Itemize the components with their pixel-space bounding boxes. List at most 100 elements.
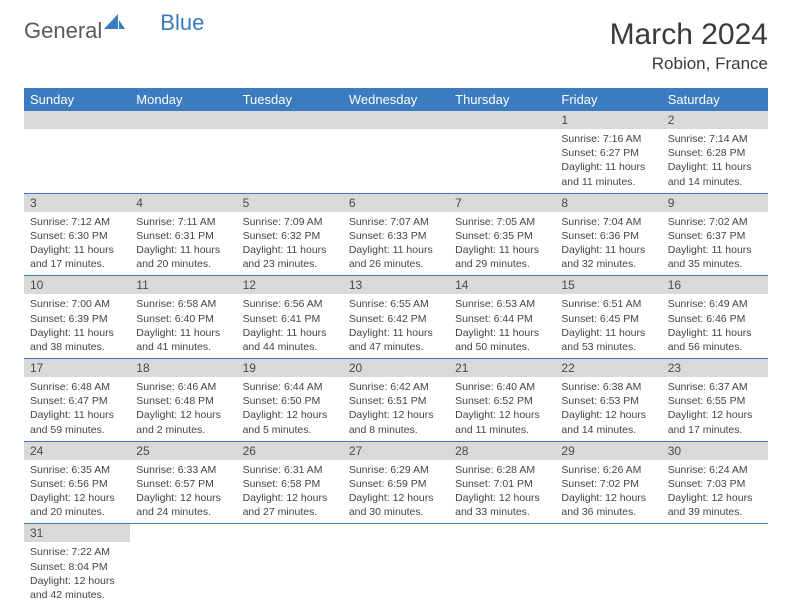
day-header: Monday [130,88,236,111]
day-number: 17 [24,359,130,377]
day-header: Wednesday [343,88,449,111]
day-number-empty [130,111,236,129]
calendar-day-cell: 6Sunrise: 7:07 AMSunset: 6:33 PMDaylight… [343,193,449,276]
day-number: 5 [237,194,343,212]
day-details: Sunrise: 7:16 AMSunset: 6:27 PMDaylight:… [555,129,661,193]
logo-text-general: General [24,18,102,44]
calendar-day-cell: 30Sunrise: 6:24 AMSunset: 7:03 PMDayligh… [662,441,768,524]
day-header: Sunday [24,88,130,111]
calendar-day-cell: 10Sunrise: 7:00 AMSunset: 6:39 PMDayligh… [24,276,130,359]
day-number: 3 [24,194,130,212]
day-details: Sunrise: 7:05 AMSunset: 6:35 PMDaylight:… [449,212,555,276]
calendar-day-cell: 25Sunrise: 6:33 AMSunset: 6:57 PMDayligh… [130,441,236,524]
calendar-week-row: 24Sunrise: 6:35 AMSunset: 6:56 PMDayligh… [24,441,768,524]
day-details: Sunrise: 6:31 AMSunset: 6:58 PMDaylight:… [237,460,343,524]
calendar-week-row: 1Sunrise: 7:16 AMSunset: 6:27 PMDaylight… [24,111,768,193]
calendar-day-cell: 13Sunrise: 6:55 AMSunset: 6:42 PMDayligh… [343,276,449,359]
day-details: Sunrise: 6:48 AMSunset: 6:47 PMDaylight:… [24,377,130,441]
calendar-week-row: 3Sunrise: 7:12 AMSunset: 6:30 PMDaylight… [24,193,768,276]
calendar-day-cell: 1Sunrise: 7:16 AMSunset: 6:27 PMDaylight… [555,111,661,193]
day-details: Sunrise: 7:22 AMSunset: 8:04 PMDaylight:… [24,542,130,606]
calendar-empty-cell [237,524,343,606]
day-number: 1 [555,111,661,129]
calendar-empty-cell [449,524,555,606]
day-details: Sunrise: 7:07 AMSunset: 6:33 PMDaylight:… [343,212,449,276]
calendar-empty-cell [130,111,236,193]
day-number: 2 [662,111,768,129]
calendar-day-cell: 21Sunrise: 6:40 AMSunset: 6:52 PMDayligh… [449,359,555,442]
logo-text-blue: Blue [160,10,204,36]
day-details: Sunrise: 6:55 AMSunset: 6:42 PMDaylight:… [343,294,449,358]
day-details: Sunrise: 6:58 AMSunset: 6:40 PMDaylight:… [130,294,236,358]
calendar-day-cell: 3Sunrise: 7:12 AMSunset: 6:30 PMDaylight… [24,193,130,276]
calendar-empty-cell [343,524,449,606]
calendar-body: 1Sunrise: 7:16 AMSunset: 6:27 PMDaylight… [24,111,768,606]
calendar-week-row: 17Sunrise: 6:48 AMSunset: 6:47 PMDayligh… [24,359,768,442]
day-number: 4 [130,194,236,212]
day-header: Friday [555,88,661,111]
day-number: 6 [343,194,449,212]
calendar-day-cell: 29Sunrise: 6:26 AMSunset: 7:02 PMDayligh… [555,441,661,524]
day-number: 12 [237,276,343,294]
calendar-day-cell: 16Sunrise: 6:49 AMSunset: 6:46 PMDayligh… [662,276,768,359]
day-details: Sunrise: 6:46 AMSunset: 6:48 PMDaylight:… [130,377,236,441]
day-details: Sunrise: 6:42 AMSunset: 6:51 PMDaylight:… [343,377,449,441]
calendar-week-row: 10Sunrise: 7:00 AMSunset: 6:39 PMDayligh… [24,276,768,359]
day-details: Sunrise: 6:56 AMSunset: 6:41 PMDaylight:… [237,294,343,358]
calendar-table: SundayMondayTuesdayWednesdayThursdayFrid… [24,88,768,606]
calendar-day-cell: 14Sunrise: 6:53 AMSunset: 6:44 PMDayligh… [449,276,555,359]
logo-sail-icon [104,10,126,36]
day-number-empty [343,111,449,129]
calendar-day-cell: 19Sunrise: 6:44 AMSunset: 6:50 PMDayligh… [237,359,343,442]
day-number: 21 [449,359,555,377]
calendar-day-cell: 24Sunrise: 6:35 AMSunset: 6:56 PMDayligh… [24,441,130,524]
calendar-empty-cell [343,111,449,193]
calendar-day-cell: 20Sunrise: 6:42 AMSunset: 6:51 PMDayligh… [343,359,449,442]
day-details: Sunrise: 6:26 AMSunset: 7:02 PMDaylight:… [555,460,661,524]
day-header: Tuesday [237,88,343,111]
day-details: Sunrise: 6:38 AMSunset: 6:53 PMDaylight:… [555,377,661,441]
day-number: 7 [449,194,555,212]
day-number: 14 [449,276,555,294]
day-number: 24 [24,442,130,460]
day-number-empty [237,111,343,129]
day-number: 15 [555,276,661,294]
day-details: Sunrise: 7:00 AMSunset: 6:39 PMDaylight:… [24,294,130,358]
day-number: 18 [130,359,236,377]
day-number: 27 [343,442,449,460]
day-details: Sunrise: 6:24 AMSunset: 7:03 PMDaylight:… [662,460,768,524]
day-details: Sunrise: 7:09 AMSunset: 6:32 PMDaylight:… [237,212,343,276]
calendar-day-cell: 22Sunrise: 6:38 AMSunset: 6:53 PMDayligh… [555,359,661,442]
calendar-week-row: 31Sunrise: 7:22 AMSunset: 8:04 PMDayligh… [24,524,768,606]
day-details: Sunrise: 6:51 AMSunset: 6:45 PMDaylight:… [555,294,661,358]
day-details: Sunrise: 7:12 AMSunset: 6:30 PMDaylight:… [24,212,130,276]
day-details: Sunrise: 6:33 AMSunset: 6:57 PMDaylight:… [130,460,236,524]
day-number-empty [449,111,555,129]
day-number: 13 [343,276,449,294]
day-number: 20 [343,359,449,377]
day-details: Sunrise: 7:04 AMSunset: 6:36 PMDaylight:… [555,212,661,276]
calendar-empty-cell [237,111,343,193]
calendar-day-cell: 11Sunrise: 6:58 AMSunset: 6:40 PMDayligh… [130,276,236,359]
header: General Blue March 2024 Robion, France [24,18,768,74]
day-number: 31 [24,524,130,542]
day-details: Sunrise: 7:02 AMSunset: 6:37 PMDaylight:… [662,212,768,276]
day-details: Sunrise: 7:14 AMSunset: 6:28 PMDaylight:… [662,129,768,193]
day-header: Saturday [662,88,768,111]
day-number: 11 [130,276,236,294]
calendar-empty-cell [555,524,661,606]
day-number: 19 [237,359,343,377]
day-number: 29 [555,442,661,460]
day-number: 28 [449,442,555,460]
day-header: Thursday [449,88,555,111]
day-number: 30 [662,442,768,460]
day-details: Sunrise: 6:35 AMSunset: 6:56 PMDaylight:… [24,460,130,524]
calendar-day-cell: 31Sunrise: 7:22 AMSunset: 8:04 PMDayligh… [24,524,130,606]
day-details: Sunrise: 6:37 AMSunset: 6:55 PMDaylight:… [662,377,768,441]
calendar-day-cell: 4Sunrise: 7:11 AMSunset: 6:31 PMDaylight… [130,193,236,276]
day-number: 23 [662,359,768,377]
day-details: Sunrise: 7:11 AMSunset: 6:31 PMDaylight:… [130,212,236,276]
calendar-day-cell: 27Sunrise: 6:29 AMSunset: 6:59 PMDayligh… [343,441,449,524]
calendar-empty-cell [449,111,555,193]
calendar-head: SundayMondayTuesdayWednesdayThursdayFrid… [24,88,768,111]
